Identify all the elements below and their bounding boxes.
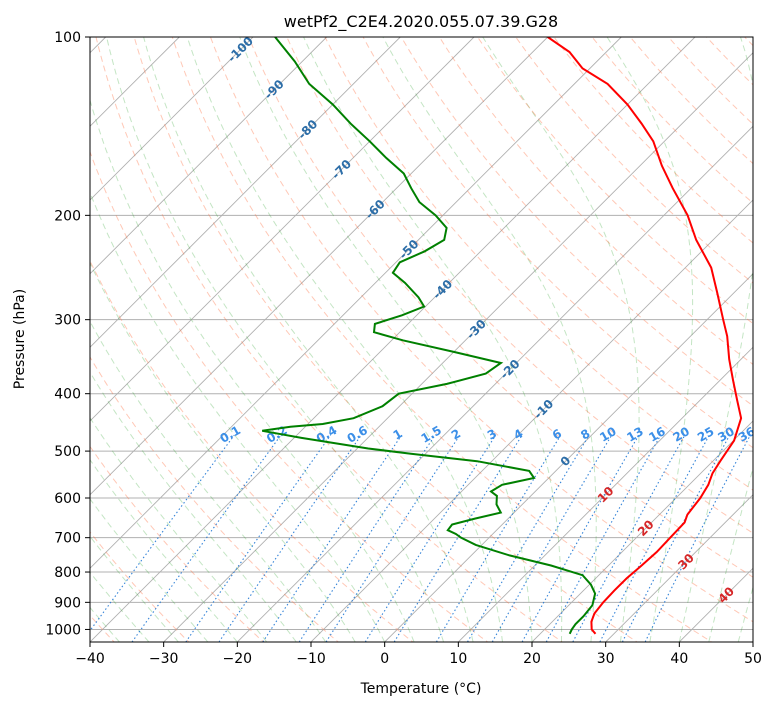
moist-adiabat-line xyxy=(708,466,753,642)
moist-adiabat-line xyxy=(90,371,297,642)
moist-adiabat-line xyxy=(303,37,563,642)
isotherm-line xyxy=(90,37,622,569)
moist-adiabat-line xyxy=(106,37,445,642)
x-tick-label: −30 xyxy=(149,651,179,667)
dry-adiabat-line xyxy=(90,150,489,642)
moist-adiabat-line xyxy=(90,416,268,642)
y-tick-label: 400 xyxy=(54,387,81,403)
mixing-ratio-line xyxy=(572,434,686,642)
isotherm-line xyxy=(90,37,401,348)
mixing-ratio-line xyxy=(393,434,523,642)
moist-adiabat-line xyxy=(737,585,753,642)
mixing-ratio-line xyxy=(545,434,662,642)
mixing-ratio-line xyxy=(325,434,461,642)
x-tick-label: 40 xyxy=(670,651,688,667)
x-tick-label: 20 xyxy=(523,651,541,667)
moist-adiabat-line xyxy=(482,37,640,642)
x-tick-label: 10 xyxy=(449,651,467,667)
x-tick-label: 50 xyxy=(744,651,762,667)
mixing-ratio-label: 36 xyxy=(736,424,757,444)
moist-adiabat-line xyxy=(90,458,238,642)
dry-adiabat-line xyxy=(95,37,564,642)
x-tick-label: −20 xyxy=(223,651,253,667)
dry-adiabat-line xyxy=(362,37,753,449)
isotherm-line xyxy=(90,37,254,201)
moist-adiabat-line xyxy=(239,37,533,642)
dry-adiabat-line xyxy=(477,37,753,325)
mixing-ratio-line xyxy=(435,434,562,642)
dry-adiabat-line xyxy=(209,37,753,623)
isotherm-line xyxy=(457,346,753,642)
isotherm-line xyxy=(605,494,753,642)
mixing-ratio-line xyxy=(644,434,751,642)
x-tick-label: 30 xyxy=(597,651,615,667)
isotherm-line xyxy=(90,37,696,642)
dewpoint-profile-line xyxy=(262,37,597,635)
y-tick-label: 900 xyxy=(54,595,81,611)
y-tick-label: 700 xyxy=(54,531,81,547)
mixing-ratio-line xyxy=(218,434,362,642)
isotherm-line xyxy=(90,37,475,422)
dry-adiabat-line xyxy=(171,37,713,642)
moist-adiabat-line xyxy=(186,37,503,642)
dry-adiabat-line xyxy=(90,445,265,642)
y-axis-label: Pressure (hPa) xyxy=(12,289,28,389)
y-tick-label: 300 xyxy=(54,313,81,329)
mixing-ratio-line xyxy=(90,434,235,632)
x-tick-label: −40 xyxy=(75,651,105,667)
mixing-ratio-line xyxy=(364,434,497,642)
y-tick-label: 1000 xyxy=(45,622,81,638)
dry-adiabat-line xyxy=(90,259,414,642)
moist-adiabat-line xyxy=(90,498,209,642)
x-tick-label: 0 xyxy=(380,651,389,667)
dry-adiabat-line xyxy=(133,37,638,642)
mixing-ratio-line xyxy=(621,434,731,642)
isotherm-line xyxy=(531,420,753,642)
y-tick-label: 100 xyxy=(54,30,81,46)
x-tick-label: −10 xyxy=(296,651,326,667)
moist-adiabat-line xyxy=(90,261,356,642)
chart-title: wetPf2_C2E4.2020.055.07.39.G28 xyxy=(284,12,558,32)
moist-adiabat-line xyxy=(143,37,474,642)
dry-adiabat-line xyxy=(90,356,339,642)
mixing-ratio-line xyxy=(491,434,613,642)
y-tick-label: 200 xyxy=(54,208,81,224)
temperature-profile-line xyxy=(547,37,743,635)
y-tick-label: 600 xyxy=(54,491,81,507)
isotherm-line xyxy=(384,273,753,642)
moist-adiabat-line xyxy=(90,98,415,642)
x-axis-label: Temperature (°C) xyxy=(360,681,482,697)
moist-adiabat-line xyxy=(606,37,694,642)
isotherm-line xyxy=(90,37,549,496)
dry-adiabat-line xyxy=(400,37,753,407)
isotherm-line xyxy=(90,37,328,275)
mixing-ratio-line xyxy=(185,434,332,642)
plot-frame xyxy=(89,36,754,643)
isotherm-line xyxy=(163,52,753,642)
mixing-ratio-line xyxy=(521,434,640,642)
y-tick-label: 800 xyxy=(54,565,81,581)
dry-adiabat-line xyxy=(515,37,753,284)
moist-adiabat-line xyxy=(90,191,386,642)
moist-adiabat-line xyxy=(90,535,179,642)
dry-adiabat-line xyxy=(438,37,753,366)
moist-adiabat-line xyxy=(678,37,753,642)
mixing-ratio-line xyxy=(467,434,590,642)
isotherm-line xyxy=(236,125,753,642)
axes: −40 −30 −20 −10 0 10 20 30 40 50 100 200 300 400 500 60… xyxy=(45,30,762,667)
isotherm-line xyxy=(310,199,753,642)
y-tick-label: 500 xyxy=(54,444,81,460)
